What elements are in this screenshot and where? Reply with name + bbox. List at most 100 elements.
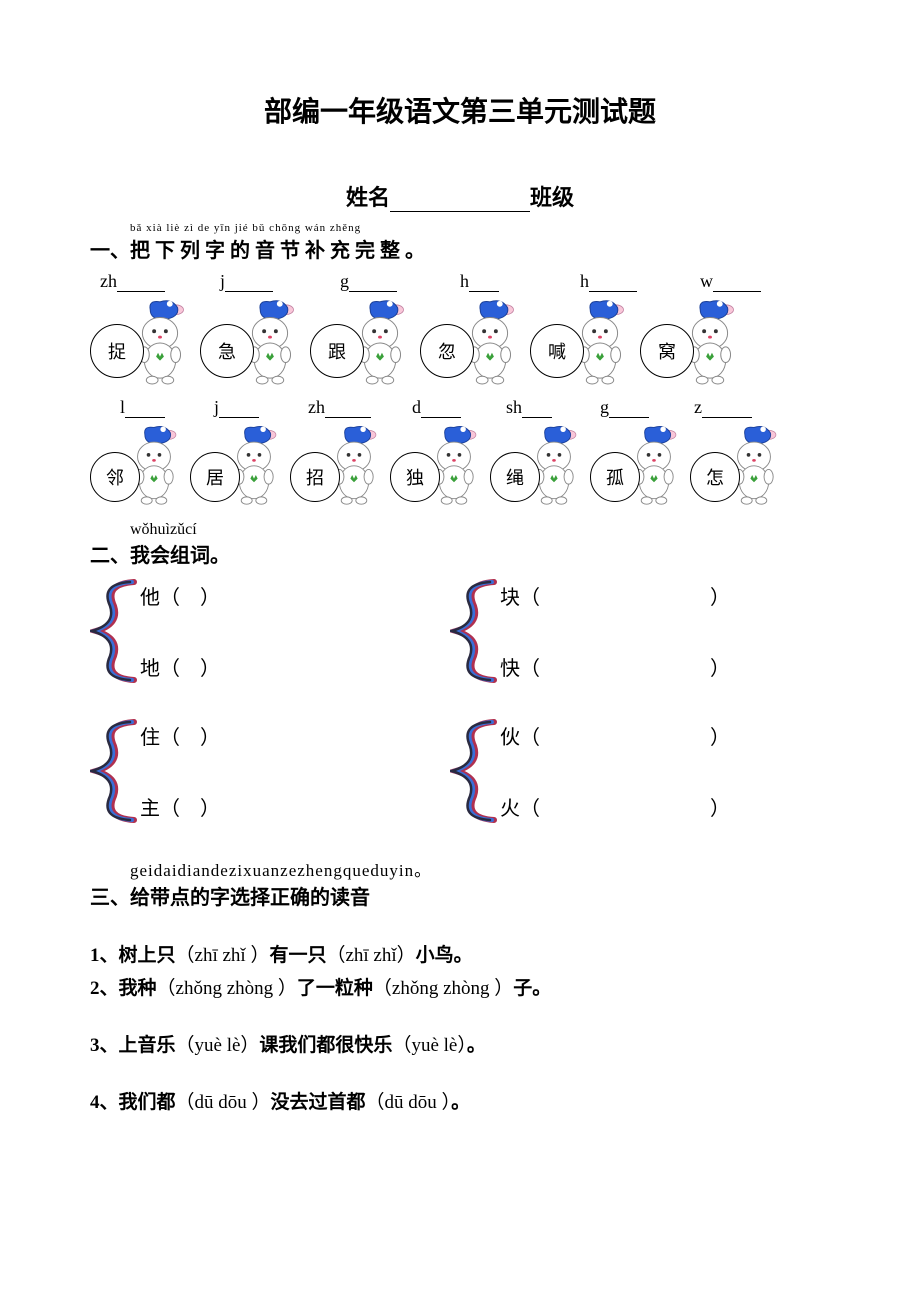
char-circle: 忽	[420, 324, 474, 378]
pinyin-blank[interactable]	[325, 401, 371, 418]
pinyin-blank[interactable]	[225, 275, 273, 292]
braces-area: 他（） 地（） 块（） 快（） 住（） 主（）	[90, 576, 830, 826]
q-text: 3、上音乐	[90, 1035, 176, 1056]
brace-group: 他（） 地（）	[90, 576, 450, 686]
brace-char: 他	[140, 581, 160, 610]
pinyin-blank[interactable]	[609, 401, 649, 418]
char-circle: 绳	[490, 452, 540, 502]
brace-icon	[450, 576, 500, 686]
name-blank[interactable]	[390, 189, 530, 212]
char-item: 跟	[310, 296, 420, 391]
q-text: 子。	[513, 978, 551, 999]
pinyin-initial: g	[340, 271, 349, 292]
char-circle: 独	[390, 452, 440, 502]
section2-heading: 二、我会组词。	[90, 539, 830, 568]
pinyin-initial: zh	[308, 397, 325, 418]
pinyin-blank[interactable]	[713, 275, 761, 292]
q-choices[interactable]: （zhǒng zhòng ）	[373, 978, 513, 999]
pinyin-blank[interactable]	[219, 401, 259, 418]
q-text: 。	[467, 1035, 486, 1056]
q-choices[interactable]: （zhī zhǐ）	[326, 945, 415, 966]
pinyin-blank[interactable]	[421, 401, 461, 418]
char-item: 窝	[640, 296, 750, 391]
brace-char: 火	[500, 792, 520, 821]
char-row-2: 邻 居 招 独 绳 孤 怎	[90, 422, 830, 517]
char-item: 居	[190, 422, 290, 517]
pinyin-initial: z	[694, 397, 702, 418]
q-text: 。	[451, 1092, 470, 1113]
pinyin-initial: g	[600, 397, 609, 418]
question-4: 4、我们都（dū dōu ）没去过首都（dū dōu ）。	[90, 1087, 830, 1114]
char-item: 怎	[690, 422, 790, 517]
brace-char: 快	[500, 652, 520, 681]
pinyin-blank[interactable]	[522, 401, 552, 418]
char-circle: 窝	[640, 324, 694, 378]
q-choices[interactable]: （zhǒng zhòng ）	[157, 978, 297, 999]
worksheet-page: 部编一年级语文第三单元测试题 姓名班级 bǎ xià liè zì de yīn…	[0, 0, 920, 1174]
brace-group: 住（） 主（）	[90, 716, 450, 826]
brace-char: 块	[500, 581, 520, 610]
char-circle: 怎	[690, 452, 740, 502]
q-choices[interactable]: （dū dōu ）	[366, 1092, 452, 1113]
char-item: 绳	[490, 422, 590, 517]
brace-char: 地	[140, 652, 160, 681]
question-1: 1、树上只（zhī zhǐ ）有一只（zhī zhǐ）小鸟。	[90, 940, 830, 967]
char-circle: 跟	[310, 324, 364, 378]
brace-char: 住	[140, 721, 160, 750]
q-choices[interactable]: （yuè lè）	[176, 1035, 260, 1056]
char-item: 孤	[590, 422, 690, 517]
char-item: 急	[200, 296, 310, 391]
q-text: 了一粒种	[297, 978, 373, 999]
brace-icon	[90, 716, 140, 826]
char-circle: 孤	[590, 452, 640, 502]
char-circle: 邻	[90, 452, 140, 502]
pinyin-blank[interactable]	[125, 401, 165, 418]
pinyin-blank[interactable]	[589, 275, 637, 292]
char-circle: 招	[290, 452, 340, 502]
brace-char: 主	[140, 792, 160, 821]
pinyin-row-1: zh j g h h w	[100, 271, 830, 292]
q-text: 1、树上只	[90, 945, 176, 966]
char-item: 捉	[90, 296, 200, 391]
section3-heading: 三、给带点的字选择正确的读音	[90, 881, 830, 910]
pinyin-initial: h	[580, 271, 589, 292]
pinyin-initial: d	[412, 397, 421, 418]
q-text: 没去过首都	[271, 1092, 366, 1113]
char-item: 招	[290, 422, 390, 517]
brace-group: 伙（） 火（）	[450, 716, 810, 826]
pinyin-blank[interactable]	[469, 275, 499, 292]
pinyin-blank[interactable]	[702, 401, 752, 418]
pinyin-initial: zh	[100, 271, 117, 292]
q-choices[interactable]: （dū dōu ）	[176, 1092, 271, 1113]
brace-char: 伙	[500, 721, 520, 750]
name-class-line: 姓名班级	[90, 180, 830, 212]
q-text: 小鸟。	[416, 945, 473, 966]
char-circle: 喊	[530, 324, 584, 378]
pinyin-initial: sh	[506, 397, 522, 418]
char-item: 邻	[90, 422, 190, 517]
q-choices[interactable]: （yuè lè）	[392, 1035, 466, 1056]
pinyin-blank[interactable]	[117, 275, 165, 292]
question-3: 3、上音乐（yuè lè）课我们都很快乐（yuè lè）。	[90, 1030, 830, 1057]
q-text: 4、我们都	[90, 1092, 176, 1113]
page-title: 部编一年级语文第三单元测试题	[90, 90, 830, 130]
char-circle: 捉	[90, 324, 144, 378]
pinyin-initial: w	[700, 271, 713, 292]
section1-ruby: bǎ xià liè zì de yīn jié bǔ chōng wán zh…	[130, 222, 830, 234]
char-item: 独	[390, 422, 490, 517]
char-circle: 急	[200, 324, 254, 378]
char-circle: 居	[190, 452, 240, 502]
class-label: 班级	[530, 185, 574, 210]
q-choices[interactable]: （zhī zhǐ ）	[176, 945, 270, 966]
char-item: 忽	[420, 296, 530, 391]
pinyin-initial: h	[460, 271, 469, 292]
q-text: 有一只	[269, 945, 326, 966]
q-text: 2、我种	[90, 978, 157, 999]
char-row-1: 捉 急 跟 忽 喊 窝	[90, 296, 830, 391]
brace-icon	[450, 716, 500, 826]
brace-group: 块（） 快（）	[450, 576, 810, 686]
question-2: 2、我种（zhǒng zhòng ）了一粒种（zhǒng zhòng ）子。	[90, 973, 830, 1000]
section1-heading: 一、把 下 列 字 的 音 节 补 充 完 整 。	[90, 234, 830, 263]
brace-icon	[90, 576, 140, 686]
pinyin-blank[interactable]	[349, 275, 397, 292]
